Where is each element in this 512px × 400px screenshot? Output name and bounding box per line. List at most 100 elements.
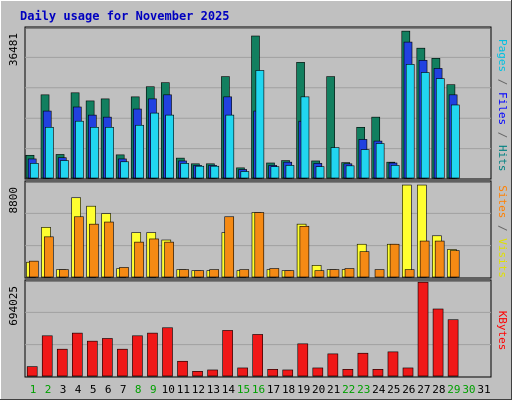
bar-sites-day-12	[194, 270, 204, 278]
panel-1: 36481 Pages / Files / Hits	[7, 26, 509, 180]
bar-pages-day-25	[390, 165, 400, 179]
bar-sites-day-24	[374, 269, 385, 278]
bar-sites-day-2	[44, 236, 54, 278]
bar-kbytes-day-9	[147, 332, 158, 377]
x-tick-label-day-15: 15	[237, 383, 250, 396]
bar-kbytes-day-24	[372, 368, 384, 377]
bar-kbytes-day-28	[432, 308, 444, 377]
x-tick-label-day-12: 12	[192, 383, 205, 396]
bar-sites-day-11	[179, 269, 189, 278]
axis-legend-part: KBytes	[496, 311, 509, 351]
bar-pages-day-26	[405, 64, 415, 179]
bar-kbytes-day-4	[71, 332, 83, 377]
bar-sites-day-16	[254, 212, 265, 278]
bar-pages-day-27	[420, 72, 430, 179]
bar-sites-day-1	[28, 260, 39, 278]
axis-legend-part: /	[496, 218, 509, 238]
chart-title: Daily usage for November 2025	[20, 9, 230, 23]
x-tick-label-day-8: 8	[135, 383, 142, 396]
bar-kbytes-day-19	[297, 343, 309, 377]
bar-sites-day-3	[59, 269, 69, 278]
bar-pages-day-6	[105, 126, 114, 179]
axis-legend-part: Files	[496, 92, 509, 125]
bar-pages-day-5	[90, 126, 99, 179]
bar-sites-day-17	[269, 268, 280, 278]
bar-pages-day-2	[45, 126, 54, 179]
x-tick-label-day-23: 23	[357, 383, 370, 396]
bar-sites-day-27	[419, 240, 430, 278]
x-tick-label-day-16: 16	[252, 383, 265, 396]
x-tick-label-day-29: 29	[447, 383, 460, 396]
y-max-label: 694025	[7, 286, 20, 326]
bar-pages-day-14	[225, 114, 235, 179]
bar-sites-day-6	[104, 221, 114, 278]
bar-pages-day-29	[451, 104, 460, 179]
x-tick-label-day-17: 17	[267, 383, 280, 396]
bar-pages-day-24	[375, 143, 385, 179]
bar-sites-day-5	[89, 223, 99, 278]
x-tick-label-day-10: 10	[162, 383, 175, 396]
bar-sites-day-26	[404, 269, 415, 278]
y-max-label: 36481	[7, 33, 20, 66]
bar-sites-day-13	[209, 269, 219, 278]
bar-sites-day-7	[119, 267, 129, 278]
x-tick-label-day-5: 5	[90, 383, 97, 396]
bar-kbytes-day-13	[207, 369, 218, 377]
bar-kbytes-day-20	[312, 367, 324, 377]
y-max-label: 8800	[7, 187, 20, 214]
bar-sites-day-29	[449, 250, 460, 278]
bar-kbytes-day-12	[192, 371, 203, 377]
bar-kbytes-day-5	[87, 340, 98, 377]
bar-sites-day-28	[434, 240, 445, 278]
axis-legend-part: /	[496, 125, 509, 145]
bar-kbytes-day-22	[342, 368, 354, 377]
panel-3: 694025 KBytes	[7, 279, 509, 378]
bar-pages-day-20	[315, 166, 325, 179]
bar-kbytes-day-15	[237, 367, 248, 377]
bar-sites-day-18	[284, 270, 295, 278]
bar-kbytes-day-1	[26, 366, 38, 377]
bar-pages-day-8	[135, 124, 144, 179]
bar-pages-day-28	[435, 78, 445, 179]
bar-sites-day-19	[299, 225, 310, 278]
chart-panels: 36481 Pages / Files / Hits 8800 Sites / Vis…	[7, 26, 509, 396]
bar-pages-day-3	[60, 160, 69, 179]
x-tick-label-day-24: 24	[372, 383, 386, 396]
bar-kbytes-day-8	[132, 335, 143, 377]
axis-legend: Sites / Visits	[496, 185, 509, 278]
bar-pages-day-18	[285, 165, 295, 179]
bar-hits-day-21	[326, 76, 335, 179]
bar-pages-day-4	[75, 120, 84, 179]
bar-sites-day-9	[149, 238, 159, 278]
bar-sites-day-22	[344, 268, 355, 278]
axis-legend: Pages / Files / Hits	[496, 39, 509, 172]
x-tick-label-day-4: 4	[75, 383, 82, 396]
bar-kbytes-day-16	[252, 334, 263, 377]
x-tick-label-day-21: 21	[327, 383, 340, 396]
bar-sites-day-15	[239, 269, 250, 278]
bar-kbytes-day-6	[102, 338, 113, 377]
bar-kbytes-day-17	[267, 368, 279, 377]
bar-pages-day-15	[240, 171, 250, 179]
bar-kbytes-day-11	[177, 360, 188, 377]
bar-kbytes-day-2	[41, 335, 53, 377]
x-tick-label-day-20: 20	[312, 383, 325, 396]
bar-pages-day-23	[360, 149, 370, 179]
bar-sites-day-20	[314, 270, 325, 278]
bar-kbytes-day-29	[447, 319, 459, 377]
x-tick-label-day-28: 28	[432, 383, 445, 396]
bar-kbytes-day-27	[417, 281, 429, 377]
x-tick-label-day-7: 7	[120, 383, 127, 396]
bar-kbytes-day-3	[56, 348, 68, 377]
bar-kbytes-day-10	[162, 327, 173, 377]
bar-sites-day-8	[134, 241, 144, 278]
bar-sites-day-14	[224, 216, 235, 278]
x-tick-label-day-3: 3	[60, 383, 67, 396]
x-tick-label-day-9: 9	[150, 383, 157, 396]
x-tick-label-day-22: 22	[342, 383, 355, 396]
bar-sites-day-21	[329, 269, 340, 278]
x-tick-label-day-1: 1	[30, 383, 37, 396]
bar-kbytes-day-14	[222, 330, 233, 377]
bar-kbytes-day-7	[117, 348, 128, 377]
